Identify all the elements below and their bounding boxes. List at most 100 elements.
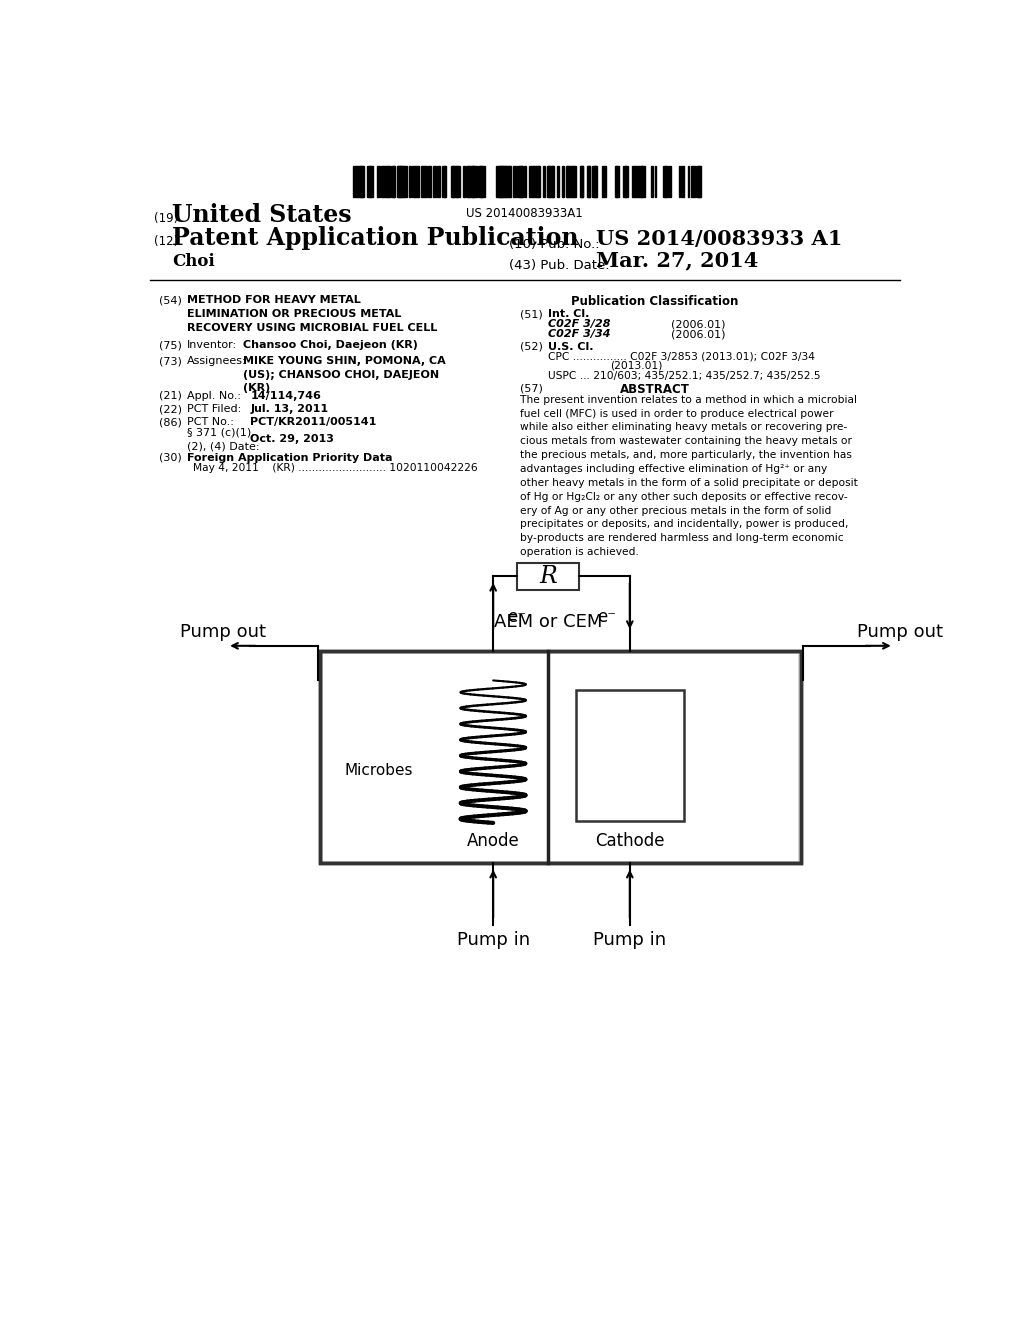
Bar [696, 166, 699, 197]
Bar [473, 166, 476, 197]
Text: Chansoo Choi, Daejeon (KR): Chansoo Choi, Daejeon (KR) [243, 341, 418, 350]
Bar [378, 166, 380, 197]
Bar [524, 166, 526, 197]
Bar [383, 166, 386, 197]
Bar [636, 166, 637, 197]
Bar [358, 166, 361, 197]
Bar [642, 166, 645, 197]
Bar [406, 166, 408, 197]
Text: MIKE YOUNG SHIN, POMONA, CA
(US); CHANSOO CHOI, DAEJEON
(KR): MIKE YOUNG SHIN, POMONA, CA (US); CHANSO… [243, 356, 445, 393]
Bar [401, 166, 404, 197]
Bar [453, 166, 454, 197]
Bar [470, 166, 473, 197]
Bar [562, 166, 564, 197]
Bar [679, 166, 680, 197]
Bar [614, 166, 616, 197]
Bar [641, 166, 642, 197]
Text: (75): (75) [159, 341, 182, 350]
Text: Pump in: Pump in [593, 931, 667, 949]
Text: C02F 3/28: C02F 3/28 [548, 319, 610, 329]
Text: (86): (86) [159, 417, 182, 428]
Bar [398, 166, 401, 197]
Bar [594, 166, 596, 197]
Bar [396, 166, 400, 197]
Bar [627, 166, 629, 197]
Bar [321, 651, 801, 863]
Text: (54): (54) [159, 296, 182, 305]
Text: (2013.01): (2013.01) [610, 360, 663, 371]
Text: Foreign Application Priority Data: Foreign Application Priority Data [187, 453, 392, 462]
Bar [466, 166, 469, 197]
Text: (21): (21) [159, 391, 182, 401]
Bar [518, 166, 522, 197]
Bar [510, 166, 511, 197]
Bar [414, 166, 417, 197]
Bar [456, 166, 459, 197]
Text: United States: United States [172, 202, 352, 227]
Bar [669, 166, 671, 197]
Text: USPC ... 210/603; 435/252.1; 435/252.7; 435/252.5: USPC ... 210/603; 435/252.1; 435/252.7; … [548, 371, 820, 381]
Bar [471, 166, 474, 197]
Bar [624, 166, 626, 197]
Text: Pump in: Pump in [457, 931, 529, 949]
Bar [418, 166, 419, 197]
Bar [632, 166, 634, 197]
Text: Appl. No.:: Appl. No.: [187, 391, 241, 401]
Bar [565, 166, 567, 197]
Text: METHOD FOR HEAVY METAL
ELIMINATION OR PRECIOUS METAL
RECOVERY USING MICROBIAL FU: METHOD FOR HEAVY METAL ELIMINATION OR PR… [187, 296, 437, 333]
Bar [580, 166, 583, 197]
Bar [353, 166, 356, 197]
Bar [409, 166, 411, 197]
Bar [478, 166, 481, 197]
Bar [552, 166, 554, 197]
Bar [639, 166, 642, 197]
Bar [454, 166, 457, 197]
Bar [442, 166, 444, 197]
Bar [602, 166, 605, 197]
Text: Pump out: Pump out [857, 623, 943, 642]
Bar [529, 166, 532, 197]
Bar [381, 166, 383, 197]
Text: (2006.01): (2006.01) [671, 319, 725, 329]
Bar [535, 166, 536, 197]
Text: § 371 (c)(1),
(2), (4) Date:: § 371 (c)(1), (2), (4) Date: [187, 428, 259, 451]
Bar [517, 562, 580, 590]
Text: Inventor:: Inventor: [187, 341, 237, 350]
Bar [463, 166, 465, 197]
Text: (43) Pub. Date:: (43) Pub. Date: [509, 259, 610, 272]
Bar [424, 166, 427, 197]
Bar [359, 166, 364, 197]
Text: (30): (30) [159, 453, 181, 462]
Bar [386, 166, 389, 197]
Bar [428, 166, 430, 197]
Bar [693, 166, 695, 197]
Text: (10) Pub. No.:: (10) Pub. No.: [509, 238, 600, 251]
Bar [388, 166, 390, 197]
Bar [538, 166, 540, 197]
Bar [572, 166, 574, 197]
Text: AEM or CEM: AEM or CEM [495, 612, 603, 631]
Bar [356, 166, 358, 197]
Bar [532, 166, 535, 197]
Bar [547, 166, 550, 197]
Bar [681, 166, 684, 197]
Text: May 4, 2011    (KR) .......................... 1020110042226: May 4, 2011 (KR) .......................… [194, 463, 478, 474]
Text: e⁻: e⁻ [507, 607, 526, 626]
Bar [517, 166, 519, 197]
Text: U.S. Cl.: U.S. Cl. [548, 342, 594, 351]
Text: Mar. 27, 2014: Mar. 27, 2014 [596, 251, 759, 271]
Bar [508, 166, 510, 197]
Bar [430, 166, 431, 197]
Bar [574, 166, 577, 197]
Text: Cathode: Cathode [595, 833, 665, 850]
Bar [520, 166, 523, 197]
Text: US 2014/0083933 A1: US 2014/0083933 A1 [596, 230, 843, 249]
Bar [507, 166, 509, 197]
Text: (2006.01): (2006.01) [671, 330, 725, 339]
Bar [323, 653, 799, 861]
Text: Pump out: Pump out [180, 623, 266, 642]
Bar [371, 166, 374, 197]
Bar [413, 166, 414, 197]
Text: Jul. 13, 2011: Jul. 13, 2011 [251, 404, 329, 414]
Bar [637, 166, 639, 197]
